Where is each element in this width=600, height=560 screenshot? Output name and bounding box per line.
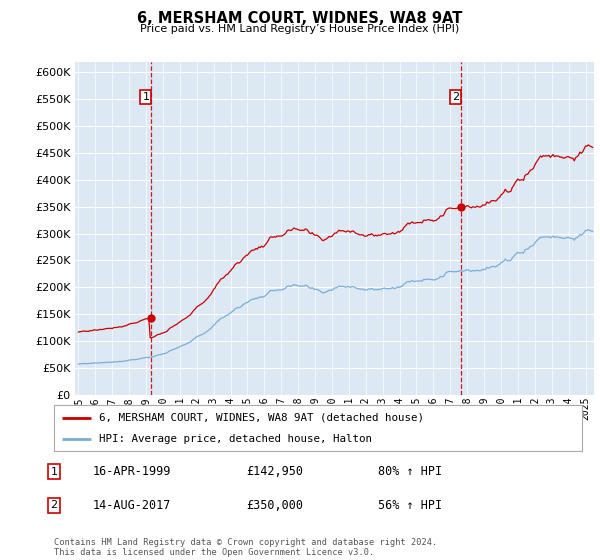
Text: Contains HM Land Registry data © Crown copyright and database right 2024.
This d: Contains HM Land Registry data © Crown c… bbox=[54, 538, 437, 557]
Text: HPI: Average price, detached house, Halton: HPI: Average price, detached house, Halt… bbox=[99, 435, 372, 444]
Text: 2: 2 bbox=[50, 500, 58, 510]
Text: 2: 2 bbox=[452, 91, 459, 101]
Text: 16-APR-1999: 16-APR-1999 bbox=[93, 465, 172, 478]
Text: £350,000: £350,000 bbox=[246, 498, 303, 512]
Text: Price paid vs. HM Land Registry’s House Price Index (HPI): Price paid vs. HM Land Registry’s House … bbox=[140, 24, 460, 34]
Text: 1: 1 bbox=[142, 91, 149, 101]
Text: 6, MERSHAM COURT, WIDNES, WA8 9AT: 6, MERSHAM COURT, WIDNES, WA8 9AT bbox=[137, 11, 463, 26]
Text: 56% ↑ HPI: 56% ↑ HPI bbox=[378, 498, 442, 512]
Text: 14-AUG-2017: 14-AUG-2017 bbox=[93, 498, 172, 512]
Text: 6, MERSHAM COURT, WIDNES, WA8 9AT (detached house): 6, MERSHAM COURT, WIDNES, WA8 9AT (detac… bbox=[99, 413, 424, 423]
Text: £142,950: £142,950 bbox=[246, 465, 303, 478]
Text: 1: 1 bbox=[50, 466, 58, 477]
Text: 80% ↑ HPI: 80% ↑ HPI bbox=[378, 465, 442, 478]
